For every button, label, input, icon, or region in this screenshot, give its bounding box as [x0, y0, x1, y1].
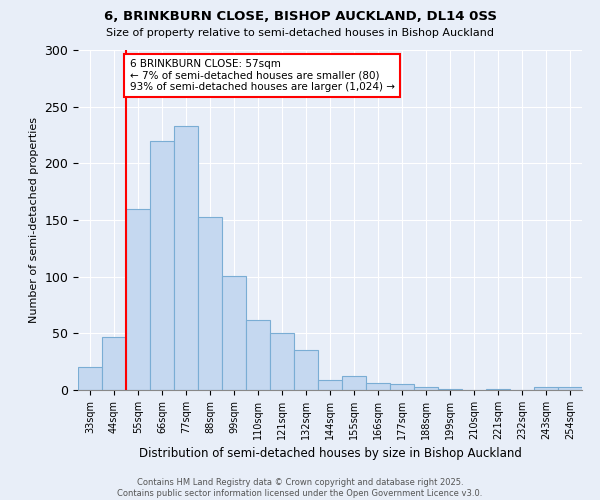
- Bar: [174, 126, 198, 390]
- Text: Contains HM Land Registry data © Crown copyright and database right 2025.
Contai: Contains HM Land Registry data © Crown c…: [118, 478, 482, 498]
- Bar: [366, 383, 390, 390]
- Bar: [150, 140, 174, 390]
- Text: 6 BRINKBURN CLOSE: 57sqm
← 7% of semi-detached houses are smaller (80)
93% of se: 6 BRINKBURN CLOSE: 57sqm ← 7% of semi-de…: [130, 59, 395, 92]
- Bar: [342, 376, 366, 390]
- Text: Size of property relative to semi-detached houses in Bishop Auckland: Size of property relative to semi-detach…: [106, 28, 494, 38]
- Bar: [390, 384, 414, 390]
- Bar: [486, 389, 510, 390]
- Text: 6, BRINKBURN CLOSE, BISHOP AUCKLAND, DL14 0SS: 6, BRINKBURN CLOSE, BISHOP AUCKLAND, DL1…: [104, 10, 497, 23]
- Bar: [438, 389, 462, 390]
- Bar: [222, 276, 246, 390]
- Bar: [558, 386, 582, 390]
- X-axis label: Distribution of semi-detached houses by size in Bishop Auckland: Distribution of semi-detached houses by …: [139, 448, 521, 460]
- Bar: [534, 386, 558, 390]
- Bar: [318, 380, 342, 390]
- Bar: [78, 368, 102, 390]
- Bar: [414, 386, 438, 390]
- Bar: [294, 350, 318, 390]
- Bar: [102, 336, 126, 390]
- Bar: [270, 334, 294, 390]
- Bar: [246, 320, 270, 390]
- Y-axis label: Number of semi-detached properties: Number of semi-detached properties: [29, 117, 39, 323]
- Bar: [198, 216, 222, 390]
- Bar: [126, 208, 150, 390]
